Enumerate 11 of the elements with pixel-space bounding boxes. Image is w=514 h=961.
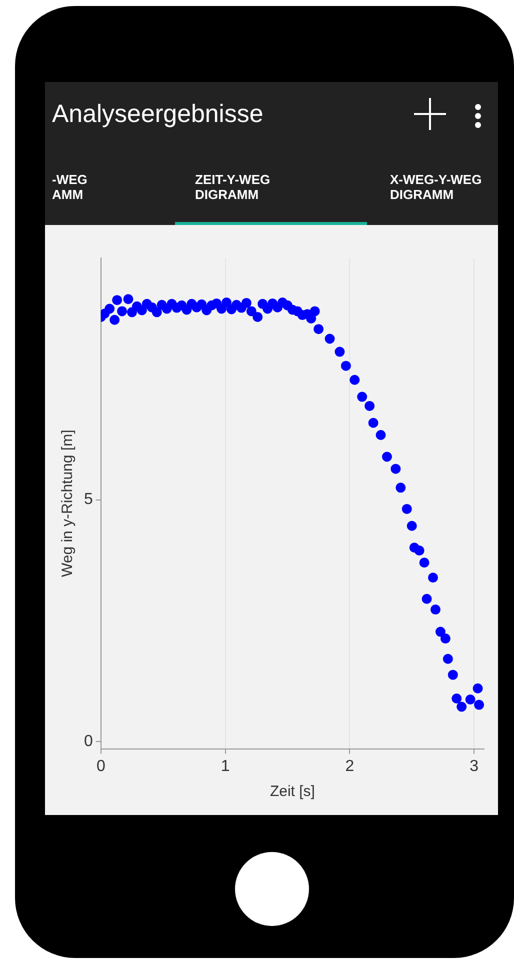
text: -WEG AMM (52, 172, 88, 202)
y-tick-label: 5 (84, 491, 93, 508)
x-tick-label: 0 (96, 758, 106, 775)
chart-title: Analyseergebnisse (52, 100, 264, 129)
text: X-WEG-Y-WEG DIGRAMM (390, 172, 482, 202)
x-axis-title: Zeit [s] (270, 783, 315, 800)
y-axis-title: Weg in y-Richtung [m] (59, 430, 76, 578)
x-tick-label: 2 (345, 758, 354, 775)
text: ZEIT-Y-WEG DIGRAMM (195, 172, 270, 202)
x-tick-label: 3 (470, 758, 479, 775)
x-tick-label: 1 (220, 758, 230, 775)
